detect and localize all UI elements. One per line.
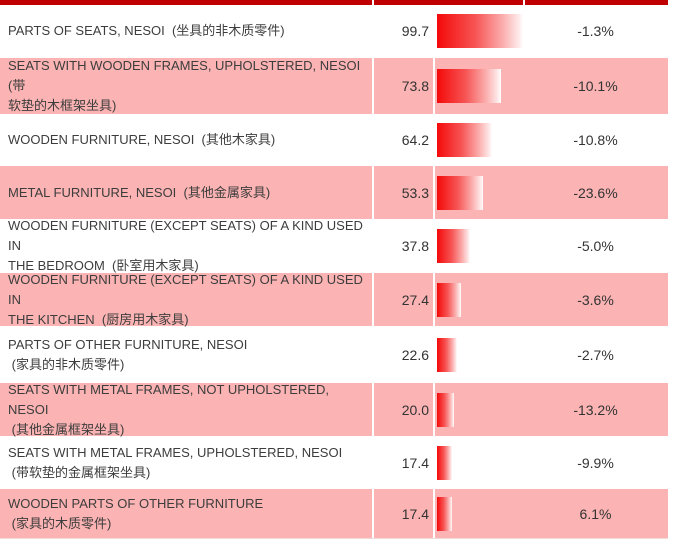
value-cell: 37.8 [401, 238, 429, 254]
bar-cell: -5.0% [435, 221, 668, 271]
data-table: PARTS OF SEATS, NESOI (坐具的非木质零件) 99.7 -1… [0, 0, 668, 539]
table-row[interactable]: PARTS OF SEATS, NESOI (坐具的非木质零件) 99.7 -1… [0, 6, 668, 58]
table-body: PARTS OF SEATS, NESOI (坐具的非木质零件) 99.7 -1… [0, 6, 668, 538]
column-separator [372, 166, 374, 219]
column-separator [433, 166, 435, 219]
category-label: PARTS OF OTHER FURNITURE, NESOI (家具的非木质零… [8, 336, 248, 372]
value-cell: 27.4 [401, 291, 429, 308]
category-label: WOODEN FURNITURE (EXCEPT SEATS) OF A KIN… [8, 218, 363, 273]
column-separator [433, 116, 435, 164]
data-bar [437, 14, 523, 48]
table-row[interactable]: WOODEN PARTS OF OTHER FURNITURE (家具的木质零件… [0, 489, 668, 538]
bar-cell: -2.7% [435, 328, 668, 381]
value-cell: 17.4 [401, 505, 429, 522]
table-row[interactable]: WOODEN FURNITURE (EXCEPT SEATS) OF A KIN… [0, 271, 668, 328]
data-bar [437, 282, 461, 317]
yoy-value: -10.8% [573, 132, 618, 148]
data-bar [437, 337, 457, 372]
data-bar [437, 229, 470, 263]
category-label: SEATS WITH METAL FRAMES, NOT UPHOLSTERED… [8, 381, 329, 437]
table-row[interactable]: METAL FURNITURE, NESOI (其他金属家具) 53.3 -23… [0, 166, 668, 221]
table-row[interactable]: SEATS WITH WOODEN FRAMES, UPHOLSTERED, N… [0, 58, 668, 116]
yoy-value: -1.3% [577, 23, 614, 39]
yoy-value: -3.6% [577, 291, 614, 308]
table-row[interactable]: WOODEN FURNITURE, NESOI (其他木家具) 64.2 -10… [0, 116, 668, 166]
yoy-value: -13.2% [573, 401, 618, 418]
header-divider [0, 0, 668, 5]
column-separator [372, 273, 374, 326]
header-column-gap [372, 0, 374, 5]
column-separator [433, 58, 435, 114]
category-label: WOODEN FURNITURE (EXCEPT SEATS) OF A KIN… [8, 271, 363, 327]
data-bar [437, 445, 452, 480]
bar-cell: -10.8% [435, 116, 668, 164]
bar-cell: -1.3% [435, 6, 668, 56]
column-separator [372, 328, 374, 381]
column-separator [433, 6, 435, 56]
value-cell: 53.3 [401, 184, 429, 201]
column-separator [433, 489, 435, 538]
category-label: SEATS WITH WOODEN FRAMES, UPHOLSTERED, N… [8, 58, 361, 113]
value-cell: 64.2 [401, 132, 429, 148]
yoy-value: -23.6% [573, 184, 618, 201]
value-cell: 17.4 [401, 454, 429, 471]
category-label: SEATS WITH METAL FRAMES, UPHOLSTERED, NE… [8, 444, 343, 480]
yoy-value: 6.1% [579, 505, 612, 522]
yoy-value: -5.0% [577, 238, 614, 254]
category-label: PARTS OF SEATS, NESOI (坐具的非木质零件) [8, 23, 285, 38]
column-separator [433, 273, 435, 326]
column-separator [433, 328, 435, 381]
table-row[interactable]: PARTS OF OTHER FURNITURE, NESOI (家具的非木质零… [0, 328, 668, 383]
column-separator [372, 489, 374, 538]
header-divider-segment-value [374, 0, 523, 5]
bar-cell: -23.6% [435, 166, 668, 219]
category-label: WOODEN FURNITURE, NESOI (其他木家具) [8, 132, 276, 147]
column-separator [372, 383, 374, 436]
column-separator [372, 116, 374, 164]
table-row[interactable]: SEATS WITH METAL FRAMES, NOT UPHOLSTERED… [0, 381, 668, 438]
header-column-gap [523, 0, 525, 5]
data-bar [437, 123, 493, 157]
yoy-value: -9.9% [577, 454, 614, 471]
header-divider-segment-category [0, 0, 372, 5]
column-separator [372, 6, 374, 56]
bar-cell: 6.1% [435, 489, 668, 538]
column-separator [372, 438, 374, 487]
column-separator [372, 221, 374, 271]
bar-cell: -10.1% [435, 58, 668, 114]
table-row[interactable]: SEATS WITH METAL FRAMES, UPHOLSTERED, NE… [0, 438, 668, 489]
bar-cell: -13.2% [435, 383, 668, 436]
bar-cell: -3.6% [435, 273, 668, 326]
data-bar [437, 69, 501, 103]
column-separator [433, 438, 435, 487]
value-cell: 22.6 [401, 346, 429, 363]
category-label: METAL FURNITURE, NESOI (其他金属家具) [8, 184, 271, 200]
yoy-value: -2.7% [577, 346, 614, 363]
data-bar [437, 392, 455, 427]
yoy-value: -10.1% [573, 78, 618, 94]
header-divider-segment-yoy [525, 0, 668, 5]
column-separator [372, 58, 374, 114]
data-bar [437, 496, 452, 531]
column-separator [433, 383, 435, 436]
value-cell: 20.0 [401, 401, 429, 418]
table-row[interactable]: WOODEN FURNITURE (EXCEPT SEATS) OF A KIN… [0, 218, 668, 273]
value-cell: 73.8 [401, 78, 429, 94]
bar-cell: -9.9% [435, 438, 668, 487]
column-separator [433, 221, 435, 271]
category-label: WOODEN PARTS OF OTHER FURNITURE (家具的木质零件… [8, 495, 264, 531]
data-bar [437, 175, 483, 210]
value-cell: 99.7 [401, 23, 429, 39]
